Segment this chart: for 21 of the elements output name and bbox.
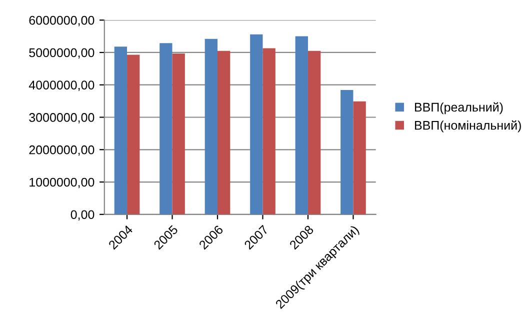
y-tick-label: 5000000,00	[29, 48, 94, 59]
y-tick-label: 0,00	[70, 210, 94, 221]
bar	[172, 53, 185, 214]
legend-label: ВВП(номінальний)	[415, 120, 521, 132]
bar	[114, 46, 128, 214]
y-tick-label: 1000000,00	[30, 178, 94, 188]
bar	[204, 38, 218, 214]
y-tick-label: 3000000,00	[29, 113, 94, 124]
legend-label: ВВП(реальний)	[415, 102, 503, 114]
bar	[308, 50, 321, 214]
y-tick-label: 4000000,00	[28, 80, 94, 91]
bar	[340, 90, 354, 214]
bar	[250, 34, 263, 214]
y-tick-label: 2000000,00	[29, 145, 94, 156]
bar	[218, 50, 230, 214]
bar	[353, 101, 366, 214]
bar	[295, 36, 308, 214]
bar	[262, 48, 276, 214]
bar	[160, 43, 172, 214]
bar	[127, 54, 140, 214]
y-tick-label: 6000000,00	[29, 16, 94, 26]
